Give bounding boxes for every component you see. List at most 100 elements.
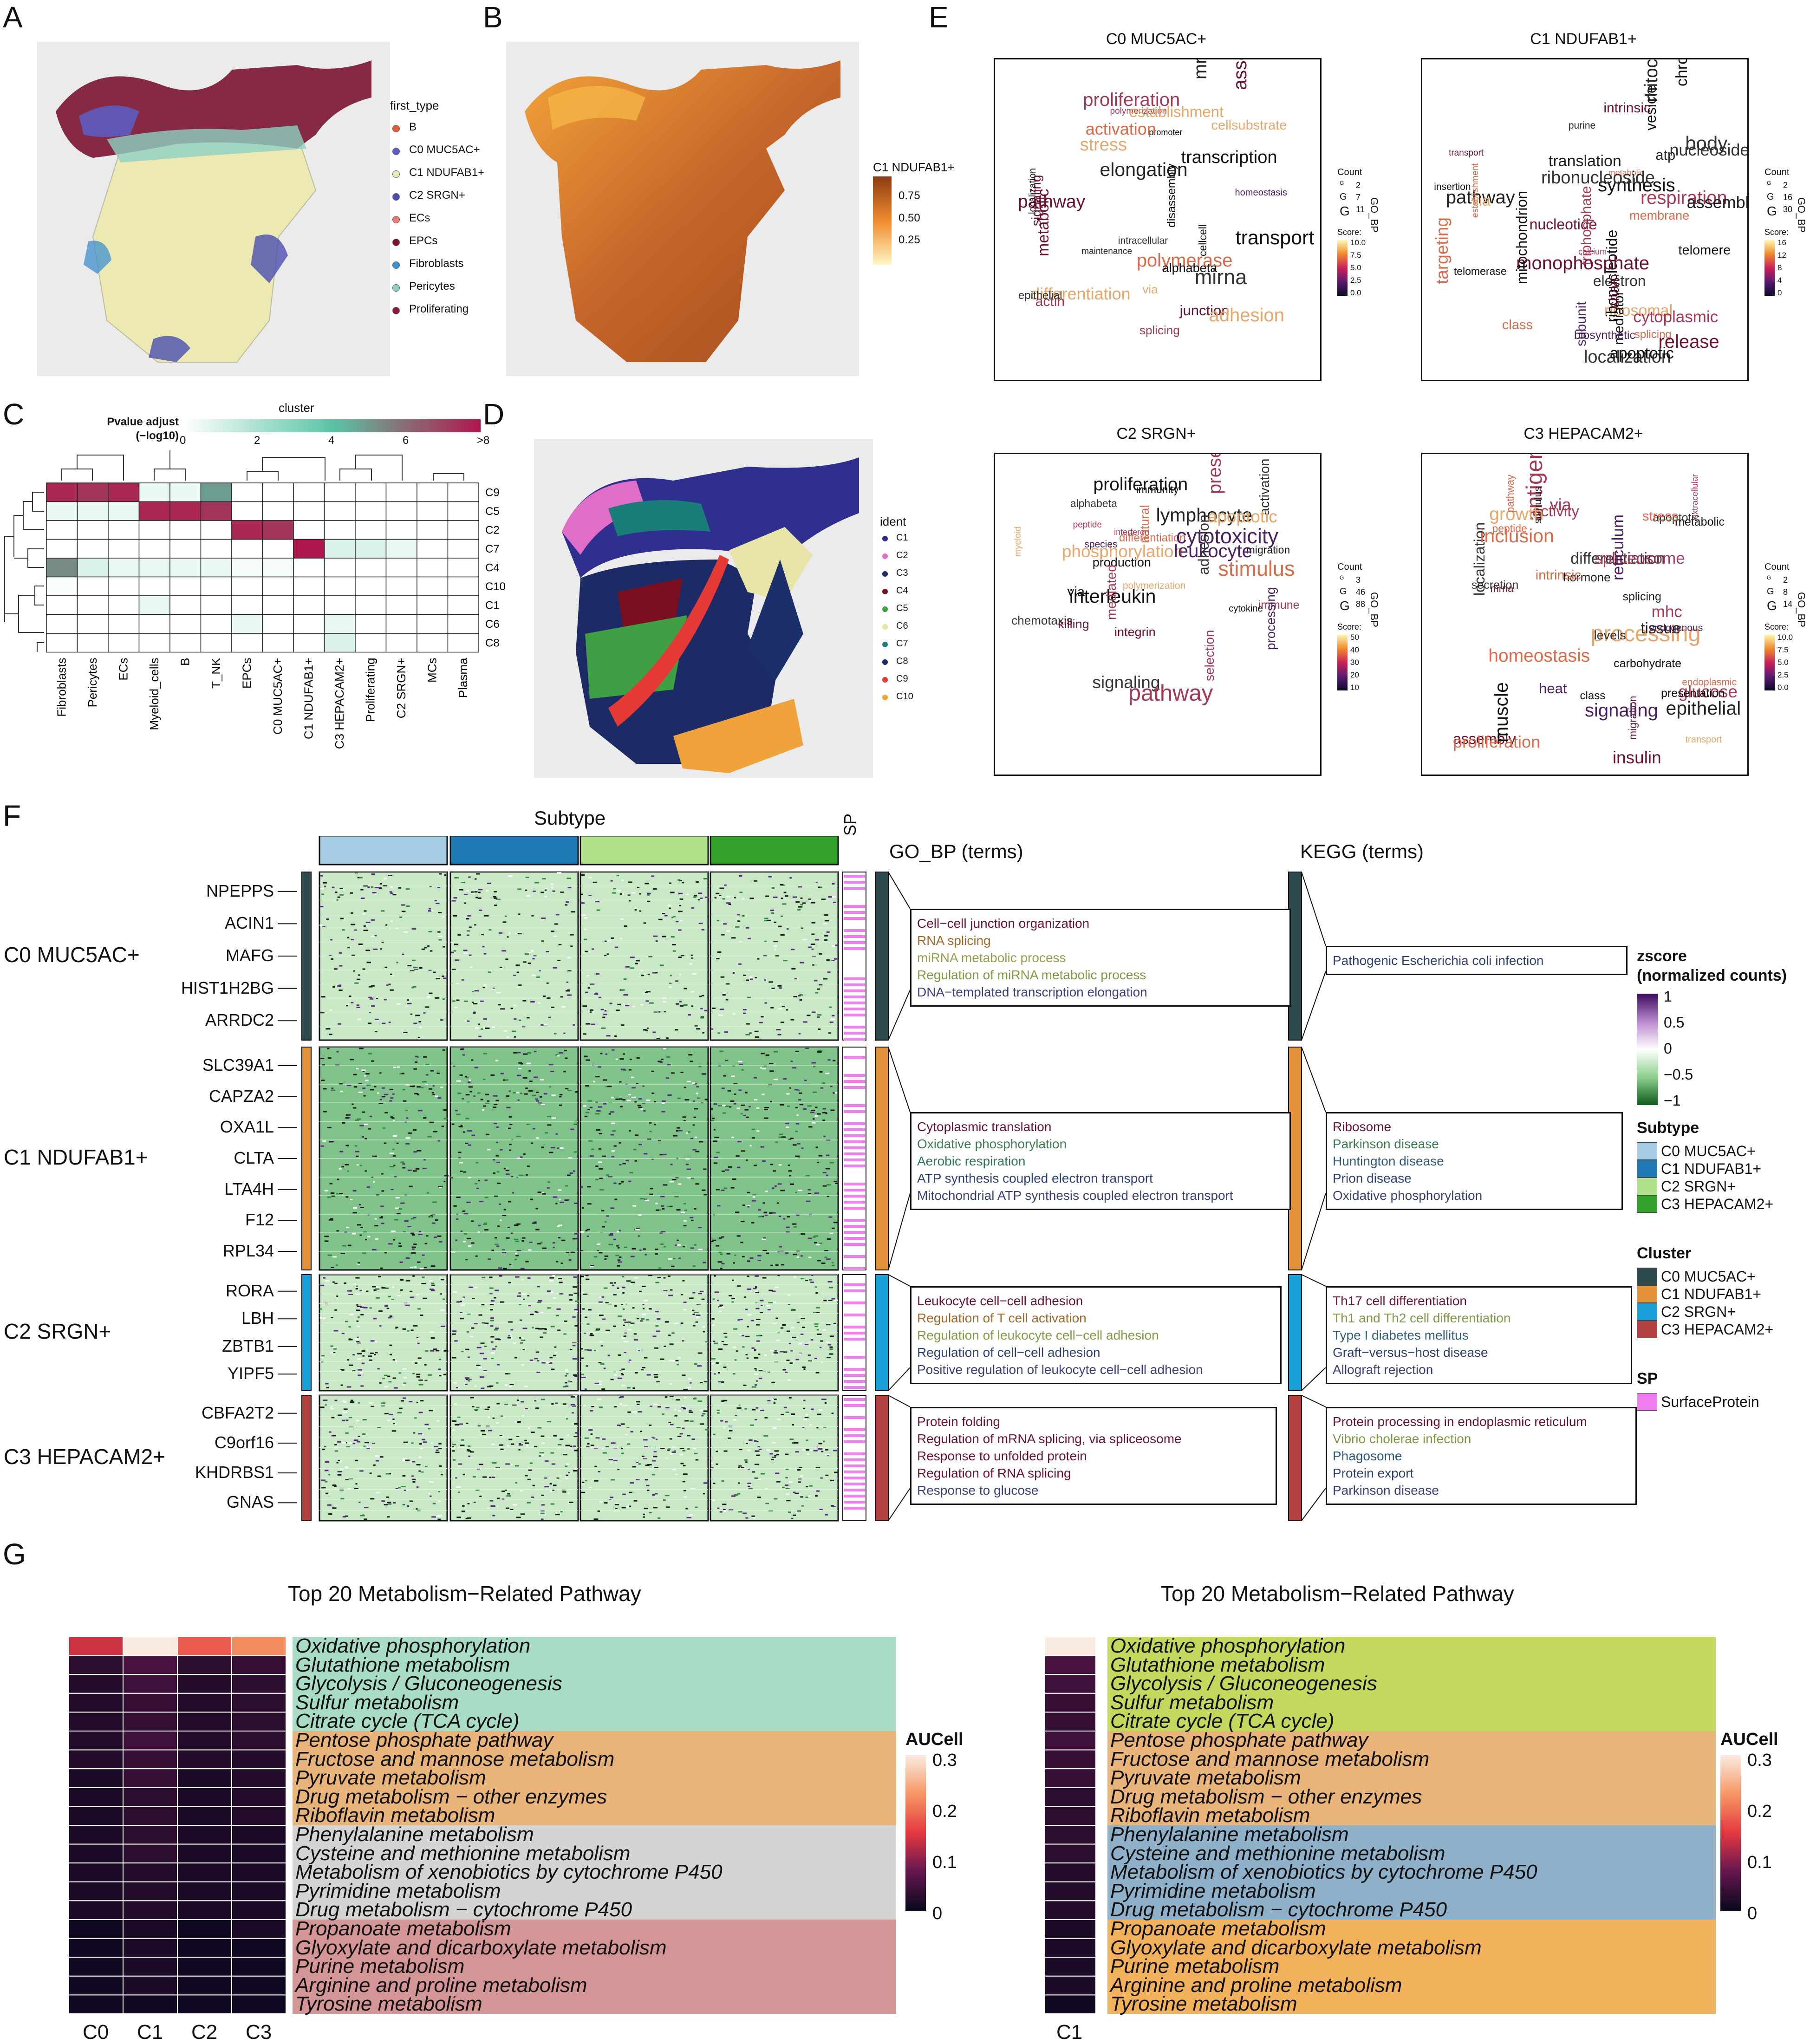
wordcloud-word: body — [1685, 132, 1728, 154]
score-tick: 5.0 — [1777, 658, 1789, 667]
wordcloud-word: monophosphate — [1516, 253, 1650, 273]
sp-legend-item: SurfaceProtein — [1661, 1393, 1759, 1410]
left-pathway-label: Metabolism of xenobiotics by cytochrome … — [295, 1861, 723, 1884]
score-label-3: Score: — [1764, 622, 1789, 631]
panel-b-tick-3: 0.25 — [898, 234, 920, 246]
wordcloud-word: selection — [1202, 630, 1217, 681]
heatmap-cell — [293, 520, 325, 540]
wordcloud-word: assembly — [1229, 59, 1251, 90]
score-label-1: Score: — [1764, 228, 1789, 237]
panel-f-kegg-header: KEGG (terms) — [1300, 840, 1424, 862]
go-bp-side-label: GO_BP — [1796, 592, 1807, 627]
heatmap-cell — [262, 633, 294, 653]
wordcloud-word: maintenance — [1081, 247, 1133, 257]
wordcloud-word: pathway — [1504, 475, 1517, 513]
score-tick: 4 — [1777, 276, 1782, 285]
count-glyph: G — [1767, 180, 1771, 186]
aucell-cell — [231, 1919, 286, 1939]
aucell-tick: 0.3 — [1747, 1751, 1772, 1770]
heatmap-cell — [385, 520, 417, 540]
aucell-title-1: AUCell — [1720, 1730, 1778, 1749]
wordcloud-word: epithelial — [1018, 289, 1062, 302]
gobp-term: Aerobic respiration — [917, 1154, 1026, 1168]
score-tick: 7.5 — [1777, 645, 1789, 654]
wordcloud-word: spliceosome — [1595, 549, 1685, 567]
heatmap-cell — [138, 539, 170, 559]
left-pathway-label: Pentose phosphate pathway — [295, 1729, 553, 1751]
col-label: ECs — [116, 658, 130, 681]
heatmap-cell — [417, 520, 449, 540]
aucell-title-0: AUCell — [905, 1730, 964, 1749]
heatmap-cell — [417, 633, 449, 653]
aucell-cell — [231, 1749, 286, 1770]
heatmap-cell — [231, 501, 263, 521]
score-tick: 12 — [1777, 251, 1786, 260]
wordcloud-word: lymphocyte — [1156, 504, 1253, 526]
wordcloud-word: via — [1067, 585, 1085, 600]
cluster-legend-title: Cluster — [1637, 1244, 1692, 1262]
heatmap-cell — [447, 501, 479, 521]
wordcloud-box-2: phosphorylation species interferon polymeri… — [994, 453, 1322, 776]
aucell-cell — [177, 1919, 232, 1939]
sp-column — [842, 872, 866, 1041]
panel-b-legend-title: C1 NDUFAB1+ — [873, 160, 955, 174]
legend-label: C1 NDUFAB1+ — [409, 166, 485, 179]
score-tick: 10 — [1350, 683, 1359, 692]
heatmap-cell — [231, 539, 263, 559]
row-label: C7 — [485, 543, 500, 555]
heatmap-cell — [108, 482, 140, 502]
heatmap-cell — [417, 576, 449, 596]
aucell-cell — [177, 1975, 232, 1996]
heatmap-block — [710, 871, 840, 1041]
left-pathway-label: Glycolysis / Gluconeogenesis — [295, 1672, 562, 1695]
gobp-term: Protein folding — [917, 1414, 1001, 1429]
col-label: Plasma — [456, 657, 470, 698]
heatmap-cell — [355, 482, 387, 502]
gene-label: F12 — [245, 1210, 274, 1230]
left-col-label: C3 — [246, 2021, 272, 2044]
gene-label: HIST1H2BG — [181, 978, 274, 997]
score-tick: 7.5 — [1350, 251, 1361, 260]
heatmap-cell — [262, 595, 294, 615]
score-tick: 5.0 — [1350, 263, 1361, 272]
panel-c-colorbar-ticks: 0 2 4 6 >8 — [180, 434, 490, 448]
wordcloud-word: adhesion — [1195, 514, 1212, 575]
count-value: 30 — [1783, 205, 1793, 214]
legend-swatch — [392, 306, 400, 314]
right-pathway-label: Arginine and proline metabolism — [1110, 1973, 1402, 1997]
gobp-term: Regulation of cell−cell adhesion — [917, 1345, 1100, 1360]
right-pathway-label: Glycolysis / Gluconeogenesis — [1110, 1672, 1377, 1695]
kegg-term: Th1 and Th2 cell differentiation — [1333, 1311, 1511, 1325]
panel-g-left-title: Top 20 Metabolism−Related Pathway — [288, 1582, 641, 1606]
wordcloud-title-3: C3 HEPACAM2+ — [1524, 425, 1643, 443]
wordcloud-word: heat — [1539, 680, 1567, 697]
wordcloud-word: synthesis — [1597, 175, 1675, 195]
left-pathway-label: Sulfur metabolism — [295, 1691, 459, 1714]
wordcloud-word: peptide — [1073, 520, 1102, 530]
legend-item-9: C10 — [882, 691, 913, 702]
heatmap-cell — [108, 614, 140, 634]
heatmap-cell — [385, 539, 417, 559]
wordcloud-word: ribosomal — [1604, 301, 1673, 319]
score-tick: 2.5 — [1777, 670, 1789, 679]
aucell-cell — [231, 1994, 286, 2015]
wordcloud-word: apoptotic — [1207, 507, 1277, 526]
colorbar-tick-2: 4 — [328, 434, 335, 447]
wordcloud-word: insulin — [1612, 748, 1661, 767]
left-pathway-label: Oxidative phosphorylation — [295, 1634, 531, 1657]
aucell-cell — [68, 1655, 124, 1675]
aucell-cell — [1044, 1806, 1096, 1826]
aucell-cell — [177, 1674, 232, 1694]
wordcloud-word: mrna — [1490, 583, 1514, 595]
heatmap-block — [579, 1046, 709, 1271]
aucell-cell — [123, 1825, 178, 1845]
legend-label: C3 — [896, 568, 908, 578]
count-glyph: G — [1767, 204, 1777, 218]
zscore-tick: 1 — [1664, 988, 1672, 1005]
kegg-term: Parkinson disease — [1333, 1483, 1439, 1497]
wordcloud-word: peptide — [1492, 522, 1527, 535]
gene-label: RPL34 — [222, 1241, 274, 1260]
aucell-cell — [123, 1881, 178, 1901]
score-tick: 20 — [1350, 670, 1359, 679]
cluster-swatch — [1637, 1268, 1657, 1285]
